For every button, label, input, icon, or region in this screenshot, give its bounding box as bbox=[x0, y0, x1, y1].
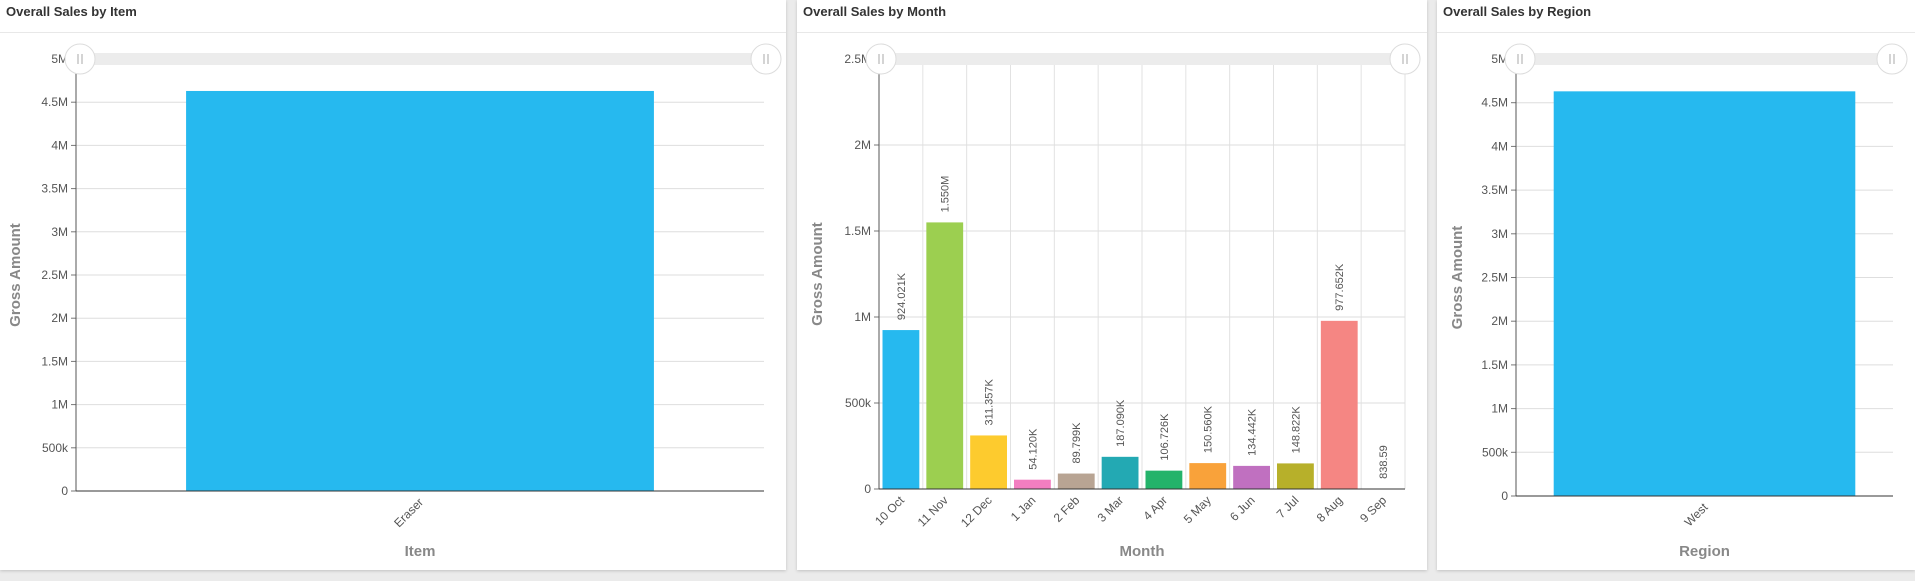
y-tick-label: 1.5M bbox=[1481, 358, 1508, 372]
x-tick-label: 11 Nov bbox=[915, 493, 951, 529]
data-label: 187.090K bbox=[1115, 399, 1127, 447]
y-tick-label: 3M bbox=[1491, 227, 1508, 241]
data-label: 977.652K bbox=[1334, 263, 1346, 311]
y-tick-label: 5M bbox=[1491, 52, 1508, 66]
chart-panel-item: Overall Sales by Item 0 500k 1M 1.5M 2M 2.5M 3… bbox=[0, 0, 786, 570]
y-tick-label: 4M bbox=[1491, 139, 1508, 153]
y-tick-label: 2M bbox=[51, 311, 68, 325]
x-axis-title: Month bbox=[1120, 543, 1165, 560]
bar bbox=[1320, 320, 1358, 489]
x-tick-label: 7 Jul bbox=[1274, 493, 1302, 521]
panel-title: Overall Sales by Item bbox=[6, 4, 137, 19]
panel-title: Overall Sales by Region bbox=[1443, 4, 1592, 19]
x-tick-label: 2 Feb bbox=[1051, 493, 1083, 525]
y-tick-label: 3M bbox=[51, 225, 68, 239]
bar-chart-item: 0 500k 1M 1.5M 2M 2.5M 3M 3.5M 4M 4.5M 5M Eraser Ite… bbox=[7, 43, 782, 560]
data-label: 134.442K bbox=[1247, 408, 1259, 456]
y-tick-label: 5M bbox=[51, 52, 68, 66]
y-tick-label: 1M bbox=[51, 398, 68, 412]
y-tick-label: 1.5M bbox=[844, 224, 871, 238]
y-tick-label: 0 bbox=[61, 484, 68, 498]
y-tick-label: 4.5M bbox=[1481, 96, 1508, 110]
data-label: 89.799K bbox=[1071, 422, 1083, 464]
bar bbox=[1553, 91, 1856, 496]
x-tick-label: 4 Apr bbox=[1140, 493, 1170, 523]
panel-divider bbox=[0, 32, 786, 33]
y-tick-label: 2.5M bbox=[1481, 271, 1508, 285]
bar bbox=[1189, 463, 1227, 489]
y-tick-label: 2.5M bbox=[41, 268, 68, 282]
x-axis-title: Item bbox=[405, 543, 436, 560]
bar-chart-month: 0 500k 1M 1.5M 2M 2.5M 10 Oct 924.021K 11 Nov 1.5… bbox=[809, 43, 1421, 560]
bar bbox=[1233, 465, 1270, 489]
bar bbox=[882, 330, 920, 489]
y-tick-label: 2.5M bbox=[844, 52, 871, 66]
y-tick-label: 500k bbox=[845, 396, 872, 410]
data-label: 148.822K bbox=[1290, 406, 1302, 454]
zoom-handle-right[interactable] bbox=[1389, 43, 1421, 75]
panel-divider bbox=[1437, 32, 1915, 33]
bar bbox=[1057, 473, 1095, 489]
y-tick-label: 500k bbox=[1482, 445, 1509, 459]
zoom-handle-left[interactable] bbox=[64, 43, 96, 75]
y-tick-label: 500k bbox=[42, 441, 69, 455]
chart-panel-month: Overall Sales by Month 0 500k 1M 1.5M 2M 2.5M… bbox=[797, 0, 1427, 570]
y-tick-label: 1M bbox=[854, 310, 871, 324]
y-axis-title: Gross Amount bbox=[1449, 226, 1466, 330]
y-tick-label: 3.5M bbox=[41, 182, 68, 196]
x-tick-label: 10 Oct bbox=[872, 493, 907, 528]
x-tick-label: 5 May bbox=[1181, 493, 1214, 526]
data-label: 106.726K bbox=[1159, 413, 1171, 461]
panel-divider bbox=[797, 32, 1427, 33]
y-axis-title: Gross Amount bbox=[7, 223, 24, 327]
bar bbox=[1145, 470, 1183, 489]
panel-title: Overall Sales by Month bbox=[803, 4, 947, 19]
data-label: 924.021K bbox=[896, 272, 908, 320]
y-tick-label: 2M bbox=[854, 138, 871, 152]
x-tick-label: 6 Jun bbox=[1227, 493, 1258, 524]
y-tick-label: 4M bbox=[51, 138, 68, 152]
bar bbox=[186, 90, 654, 491]
zoom-handle-right[interactable] bbox=[1876, 43, 1908, 75]
data-label: 838.59 bbox=[1378, 445, 1390, 479]
y-tick-label: 2M bbox=[1491, 314, 1508, 328]
zoom-handle-left[interactable] bbox=[865, 43, 897, 75]
x-tick-label: West bbox=[1682, 500, 1712, 530]
y-tick-label: 4.5M bbox=[41, 95, 68, 109]
data-label: 150.560K bbox=[1203, 405, 1215, 453]
y-tick-label: 1M bbox=[1491, 402, 1508, 416]
x-tick-label: 9 Sep bbox=[1357, 493, 1389, 525]
y-axis-title: Gross Amount bbox=[809, 222, 826, 326]
y-tick-label: 1.5M bbox=[41, 354, 68, 368]
bar bbox=[1101, 456, 1139, 489]
bar bbox=[926, 222, 964, 489]
bar bbox=[1014, 479, 1051, 489]
y-tick-label: 3.5M bbox=[1481, 183, 1508, 197]
bar bbox=[970, 435, 1007, 489]
y-tick-label: 0 bbox=[1501, 489, 1508, 503]
x-tick-label: 12 Dec bbox=[958, 493, 995, 530]
data-label: 54.120K bbox=[1027, 428, 1039, 470]
zoom-slider-track bbox=[80, 53, 766, 65]
x-tick-label: 1 Jan bbox=[1008, 493, 1039, 524]
x-tick-label: 3 Mar bbox=[1095, 493, 1127, 525]
zoom-slider-track bbox=[1520, 53, 1892, 65]
data-label: 311.357K bbox=[984, 379, 996, 426]
zoom-handle-left[interactable] bbox=[1504, 43, 1536, 75]
x-tick-label: Eraser bbox=[391, 495, 426, 530]
chart-panel-region: Overall Sales by Region 0 500k 1M 1.5M 2M 2.5… bbox=[1437, 0, 1915, 570]
x-axis-title: Region bbox=[1679, 543, 1730, 560]
zoom-slider-track bbox=[881, 53, 1405, 65]
x-tick-label: 8 Aug bbox=[1314, 493, 1346, 525]
y-tick-label: 0 bbox=[864, 482, 871, 496]
bar-chart-region: 0 500k 1M 1.5M 2M 2.5M 3M 3.5M 4M 4.5M 5M West Regio… bbox=[1449, 43, 1908, 560]
bar bbox=[1277, 463, 1314, 489]
zoom-handle-right[interactable] bbox=[750, 43, 782, 75]
data-label: 1.550M bbox=[940, 176, 952, 213]
